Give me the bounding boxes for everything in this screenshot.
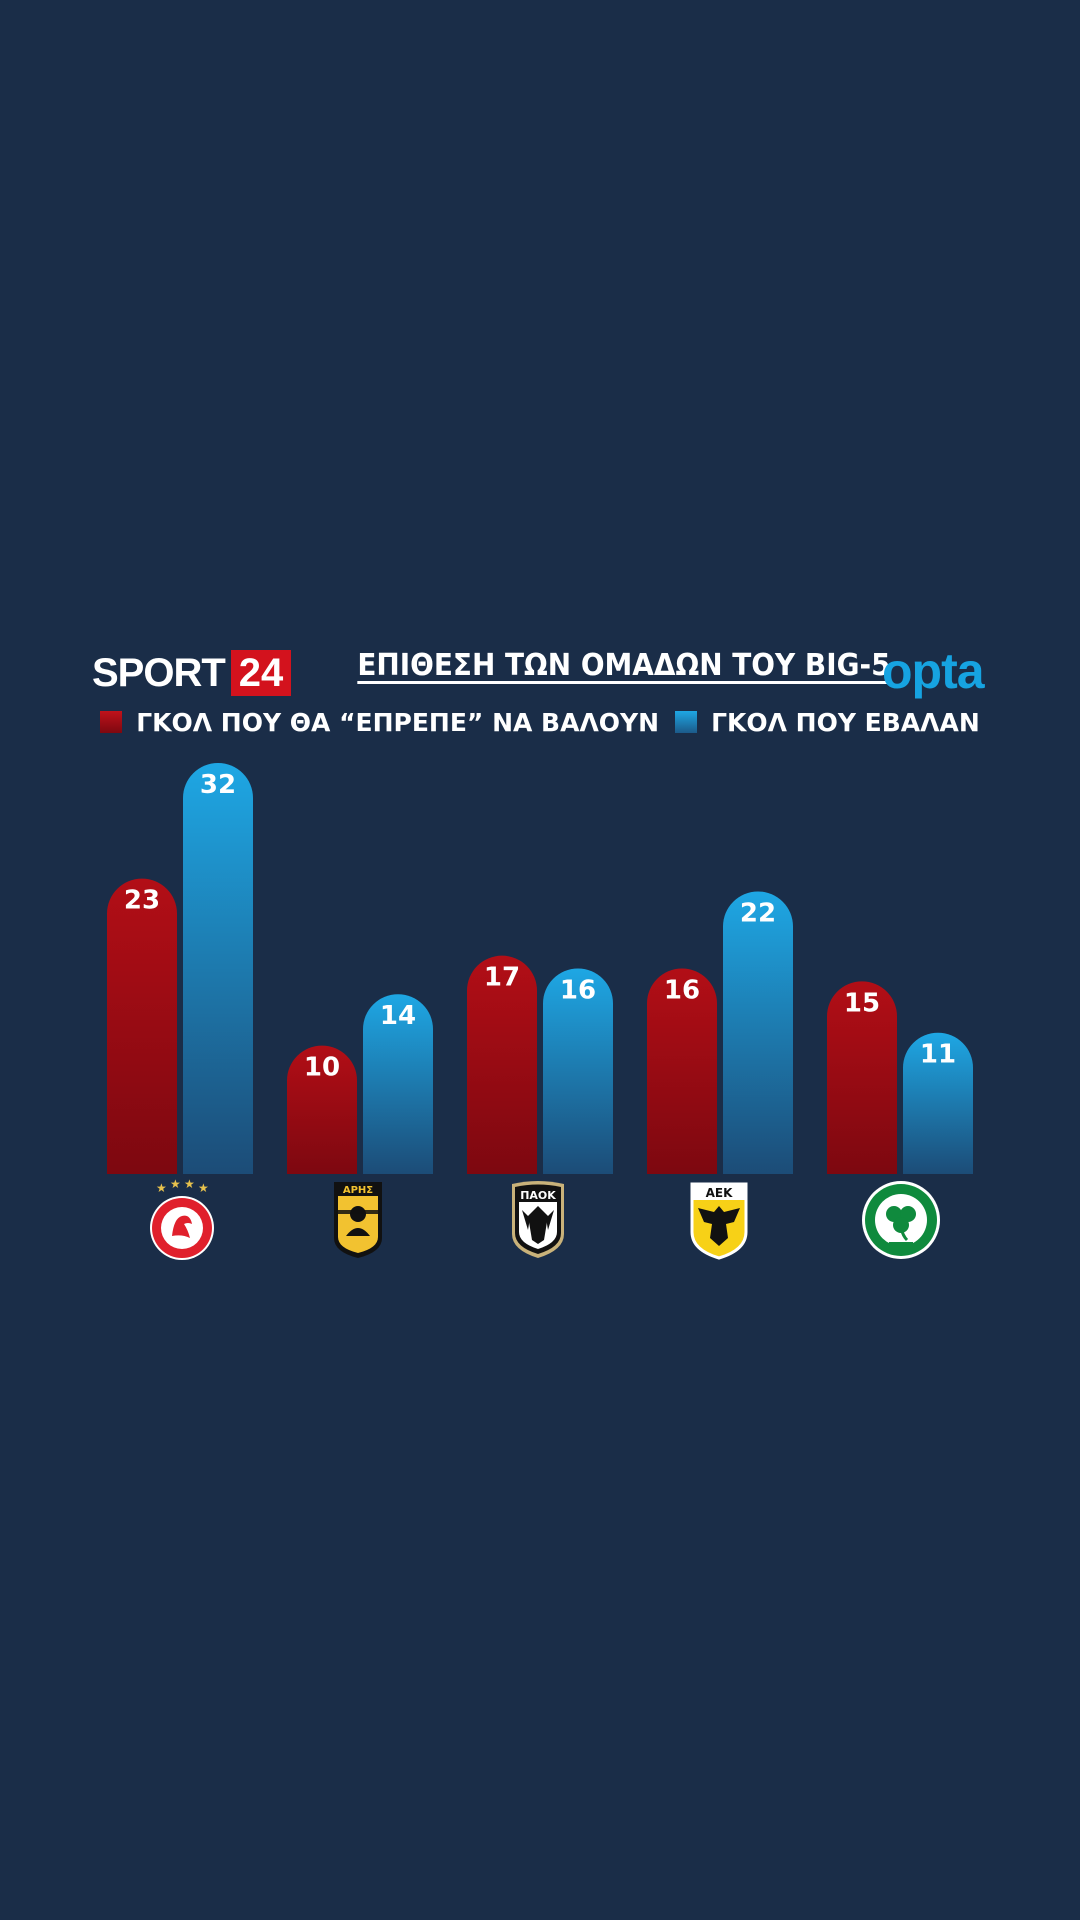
opta-logo: opta	[882, 643, 985, 699]
bar-actual-2	[363, 994, 433, 1174]
legend-item-expected: ΓΚΟΛ ΠΟΥ ΘΑ “ΕΠΡΕΠΕ” ΝΑ ΒΑΛΟΥΝ	[100, 708, 659, 737]
chart-legend: ΓΚΟΛ ΠΟΥ ΘΑ “ΕΠΡΕΠΕ” ΝΑ ΒΑΛΟΥΝ ΓΚΟΛ ΠΟΥ …	[0, 702, 1080, 742]
legend-label-expected: ΓΚΟΛ ΠΟΥ ΘΑ “ΕΠΡΕΠΕ” ΝΑ ΒΑΛΟΥΝ	[136, 707, 660, 737]
data-label-expected-5: 15	[844, 988, 880, 1018]
data-label-expected-2: 10	[304, 1053, 340, 1083]
data-label-actual-2: 14	[380, 1001, 416, 1031]
legend-item-actual: ΓΚΟΛ ΠΟΥ ΕΒΑΛΑΝ	[675, 708, 980, 737]
chart-title: ΕΠΙΘΕΣΗ ΤΩΝ ΟΜΑΔΩΝ ΤΟΥ BIG-5	[357, 648, 891, 683]
bar-actual-5	[903, 1032, 973, 1174]
bar-actual-3	[543, 968, 613, 1174]
legend-swatch-expected	[100, 711, 123, 733]
bar-expected-4	[647, 968, 717, 1174]
data-label-actual-1: 32	[200, 770, 236, 800]
data-label-expected-3: 17	[484, 963, 520, 993]
data-label-expected-4: 16	[664, 976, 700, 1006]
data-label-actual-5: 11	[920, 1040, 956, 1070]
sport24-logo: SPORT 24	[92, 650, 292, 696]
header: SPORT 24 ΕΠΙΘΕΣΗ ΤΩΝ ΟΜΑΔΩΝ ΤΟΥ BIG-5 op…	[0, 640, 1080, 710]
data-label-actual-4: 22	[740, 898, 776, 928]
data-label-actual-3: 16	[560, 976, 596, 1006]
bar-expected-3	[467, 955, 537, 1174]
legend-label-actual: ΓΚΟΛ ΠΟΥ ΕΒΑΛΑΝ	[711, 707, 980, 737]
bar-expected-5	[827, 981, 897, 1174]
bar-actual-1	[183, 763, 253, 1174]
data-label-expected-1: 23	[124, 886, 160, 916]
bar-actual-4	[723, 891, 793, 1174]
bar-expected-1	[107, 878, 177, 1174]
legend-swatch-actual	[675, 711, 698, 733]
brand-text: SPORT	[92, 651, 226, 695]
bar-expected-2	[287, 1045, 357, 1174]
brand-badge: 24	[230, 650, 292, 696]
